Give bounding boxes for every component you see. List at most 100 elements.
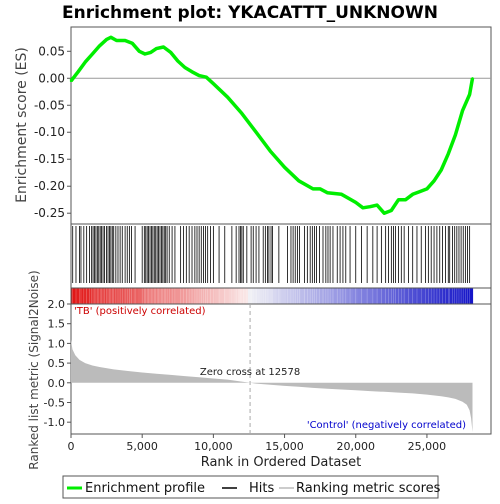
es-y-tick-label: -0.25 — [34, 206, 65, 220]
color-bar-segment — [85, 288, 91, 304]
color-bar-segment — [376, 288, 383, 304]
es-y-tick-label: -0.10 — [34, 125, 65, 139]
color-bar-segment — [400, 288, 407, 304]
color-bar-segment — [329, 288, 335, 304]
es-series — [69, 35, 475, 215]
legend: Enrichment profile Hits Ranking metric s… — [62, 475, 441, 499]
color-bar-segment — [257, 288, 263, 304]
color-bar-segment — [75, 288, 82, 304]
color-bar-segment — [209, 288, 215, 304]
color-bar-segment — [176, 288, 182, 304]
x-tick-label: 15,000 — [265, 440, 304, 453]
color-bar-segment — [319, 288, 325, 304]
es-y-tick-label: 0.00 — [38, 71, 65, 85]
metric-y-tick-label: 0.0 — [48, 377, 66, 390]
color-bar-segment — [128, 288, 134, 304]
es-point — [397, 198, 400, 201]
color-bar-segment — [443, 288, 450, 304]
es-point — [149, 51, 152, 54]
color-bar-segment — [233, 288, 239, 304]
color-bar-segment — [223, 288, 230, 304]
zero-cross-label: Zero cross at 12578 — [200, 367, 300, 378]
x-tick-label: 25,000 — [408, 440, 447, 453]
x-tick-label: 5,000 — [126, 440, 158, 453]
es-point — [297, 179, 300, 183]
es-point — [404, 198, 407, 201]
es-point — [383, 212, 386, 215]
color-bar-segment — [104, 288, 110, 304]
color-bar-segment — [343, 288, 349, 304]
color-bar-segment — [290, 288, 297, 304]
es-point — [190, 70, 194, 73]
color-bar-segment — [415, 288, 421, 304]
color-bar-segment — [200, 288, 206, 304]
es-point — [105, 38, 108, 41]
es-point — [354, 201, 357, 204]
es-point — [169, 51, 172, 54]
color-bar-segment — [109, 288, 115, 304]
color-bar-segment — [405, 288, 411, 304]
es-point — [205, 75, 208, 79]
x-axis-label: Rank in Ordered Dataset — [201, 455, 362, 470]
es-point — [425, 187, 429, 191]
color-bar-segment — [243, 288, 249, 304]
color-bar-segment — [276, 288, 282, 304]
color-bar-segment — [90, 288, 96, 304]
color-bar-segment — [424, 288, 431, 304]
color-bar-segment — [348, 288, 354, 304]
color-bar-segment — [161, 288, 168, 304]
es-y-axis: 0.05 0.00 -0.05 -0.10 -0.15 -0.20 -0.25 — [34, 44, 71, 220]
metric-y-tick-label: -1.0 — [44, 416, 65, 429]
legend-enrichment-label: Enrichment profile — [85, 481, 205, 496]
es-point — [138, 50, 141, 53]
color-bar-segment — [381, 288, 388, 304]
es-point — [340, 193, 343, 196]
es-point — [326, 191, 329, 194]
metric-y-axis: 2.0 1.5 1.0 0.5 0.0 -0.5 -1.0 — [44, 298, 71, 429]
legend-hits-label: Hits — [249, 481, 274, 496]
metric-y-tick-label: -0.5 — [44, 396, 65, 409]
es-point — [361, 206, 365, 210]
color-bar-segment — [286, 288, 292, 304]
es-point — [91, 52, 94, 56]
es-point — [283, 166, 286, 169]
es-point — [69, 79, 73, 83]
es-point — [447, 152, 450, 156]
chart-title: Enrichment plot: YKACATTT_UNKNOWN — [62, 3, 438, 23]
es-y-tick-label: -0.05 — [34, 98, 65, 112]
color-bar-segment — [324, 288, 330, 304]
color-bar-segment — [295, 288, 302, 304]
color-bar-segment — [281, 288, 287, 304]
x-axis: 0 5,000 10,000 15,000 20,000 25,000 — [68, 434, 447, 453]
color-bar-segment — [338, 288, 345, 304]
es-point — [98, 44, 101, 48]
color-bar-segment — [252, 288, 259, 304]
es-point — [254, 131, 258, 134]
color-bar-segment — [271, 288, 278, 304]
color-bar-segment — [333, 288, 340, 304]
es-curve — [69, 35, 475, 215]
es-point — [318, 187, 322, 191]
positive-correlation-label: 'TB' (positively correlated) — [74, 306, 206, 317]
es-point — [212, 82, 215, 85]
color-bar-segment — [137, 288, 144, 304]
metric-y-axis-label: Ranked list metric (Signal2Noise) — [27, 270, 41, 469]
color-bar-segment — [180, 288, 187, 304]
es-point — [375, 203, 379, 207]
color-bar-segment — [419, 288, 426, 304]
color-bar-segment — [123, 288, 129, 304]
color-bar-segment — [448, 288, 454, 304]
color-bar-segment — [396, 288, 402, 304]
color-bar-segment — [171, 288, 177, 304]
color-bar-segment — [367, 288, 373, 304]
es-point — [454, 133, 457, 137]
color-bar-segment — [357, 288, 364, 304]
color-bar-segment — [71, 288, 77, 304]
es-point — [468, 93, 471, 96]
es-point — [197, 74, 201, 77]
es-point — [269, 149, 272, 153]
x-tick-label: 0 — [68, 440, 75, 453]
es-point — [131, 41, 134, 45]
color-bar-segment — [467, 288, 474, 304]
